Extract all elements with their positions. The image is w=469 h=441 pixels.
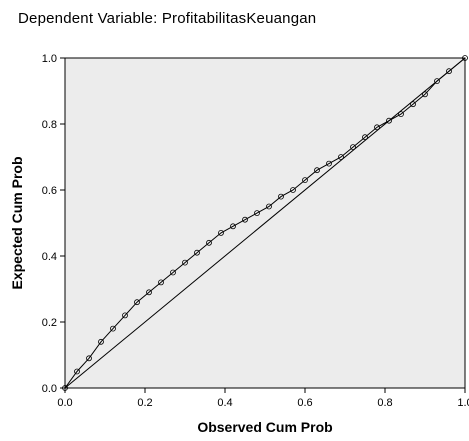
x-axis-label: Observed Cum Prob: [197, 419, 332, 435]
x-tick-label: 1.0: [457, 397, 469, 409]
y-tick-label: 0.2: [42, 317, 57, 329]
y-tick-label: 0.6: [42, 185, 57, 197]
data-point: [386, 117, 392, 124]
data-point: [398, 111, 404, 117]
data-point: [74, 368, 80, 375]
data-point: [374, 124, 380, 131]
data-point: [302, 177, 308, 184]
data-point: [350, 144, 356, 151]
series-line: [64, 57, 466, 389]
x-tick-label: 0.4: [217, 397, 232, 409]
data-point: [314, 167, 320, 174]
data-point: [410, 101, 416, 108]
data-point: [338, 154, 344, 160]
data-point: [362, 134, 368, 141]
data-point: [182, 259, 188, 266]
data-point: [194, 249, 200, 256]
data-point: [134, 299, 140, 306]
data-point: [434, 78, 440, 84]
data-point: [110, 325, 116, 332]
data-point: [218, 229, 224, 236]
data-point: [254, 210, 260, 217]
data-point: [326, 160, 332, 167]
data-point: [170, 269, 176, 276]
data-point: [86, 355, 92, 362]
data-point: [242, 216, 248, 223]
data-point: [462, 55, 468, 61]
x-tick-label: 0.8: [377, 397, 392, 409]
y-tick-label: 0.0: [42, 383, 57, 395]
chart-title: Dependent Variable: ProfitabilitasKeuang…: [18, 10, 317, 27]
y-tick-label: 0.4: [42, 251, 57, 263]
data-point: [230, 223, 236, 230]
data-point: [122, 312, 128, 319]
data-point: [278, 193, 284, 200]
y-axis-label: Expected Cum Prob: [9, 156, 25, 289]
data-point: [446, 68, 452, 75]
x-tick-label: 0.6: [297, 397, 312, 409]
x-tick-label: 0.0: [57, 397, 72, 409]
x-tick-label: 0.2: [137, 397, 152, 409]
y-tick-label: 0.8: [42, 119, 57, 131]
data-point: [98, 338, 104, 345]
data-point: [146, 289, 152, 296]
y-tick-label: 1.0: [42, 53, 57, 65]
data-point: [206, 239, 212, 246]
data-point: [266, 203, 272, 210]
data-point: [158, 279, 164, 286]
data-point: [290, 187, 296, 193]
data-point: [422, 91, 428, 98]
